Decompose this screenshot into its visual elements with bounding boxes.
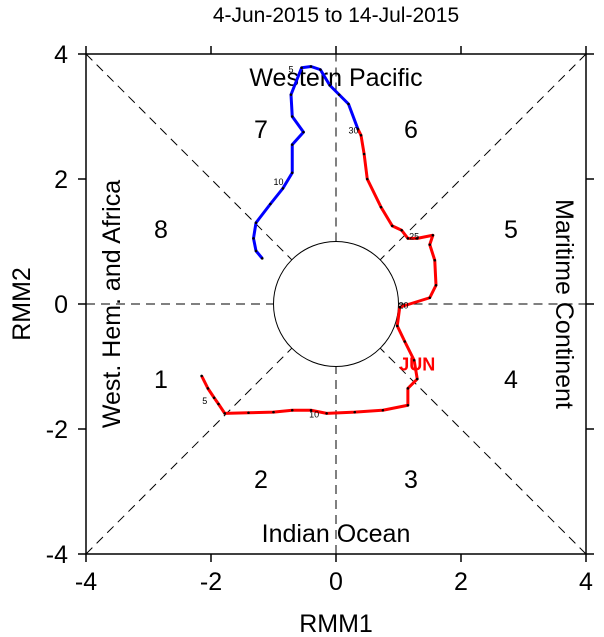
day-label: 5 — [288, 65, 293, 75]
unit-circle — [273, 241, 399, 367]
day-label: 5 — [202, 396, 207, 406]
series-point — [247, 411, 250, 415]
y-tick-label: -4 — [46, 541, 68, 569]
series-point — [356, 127, 360, 131]
series-point — [269, 202, 272, 206]
series-point — [347, 102, 350, 106]
series-point — [328, 83, 332, 87]
guide-line-0 — [85, 347, 293, 555]
series-point — [390, 224, 394, 228]
phase-number-1: 1 — [154, 366, 168, 394]
series-point — [400, 228, 403, 232]
series-point — [379, 205, 383, 209]
day-labels: 5 10 20 25 30 5 10 — [202, 65, 419, 420]
phase-number-7: 7 — [254, 116, 268, 144]
y-tick-label: 0 — [54, 291, 68, 319]
series-point — [206, 387, 210, 390]
y-tick-label: -2 — [46, 416, 68, 444]
series-point — [254, 221, 258, 225]
series-point — [415, 377, 419, 381]
day-label: 10 — [273, 177, 283, 187]
day-label: 30 — [348, 125, 358, 135]
axis-ticks: -4 -2 0 2 4 -4 -2 0 2 4 — [46, 41, 594, 596]
region-label-bottom: Indian Ocean — [262, 520, 411, 548]
series-point — [290, 408, 294, 412]
phase-numbers: 1 2 3 4 5 6 7 8 — [154, 116, 518, 494]
series-point — [406, 387, 410, 390]
day-label: 20 — [398, 300, 408, 310]
series-point — [362, 152, 366, 156]
x-axis-label: RMM1 — [299, 610, 373, 637]
series-point — [428, 243, 432, 246]
month-label: JUN — [399, 354, 435, 374]
series-point — [337, 93, 341, 96]
series-point — [223, 412, 227, 415]
region-label-right: Maritime Continent — [550, 199, 578, 409]
series-point — [395, 324, 399, 328]
y-tick-label: 4 — [54, 41, 68, 69]
series-point — [272, 410, 275, 414]
series-point — [302, 130, 305, 134]
series-line-1 — [252, 65, 360, 260]
series-point — [434, 283, 438, 287]
y-axis-label: RMM2 — [8, 267, 36, 341]
series-point — [200, 374, 203, 378]
series-point — [217, 402, 220, 406]
series-point — [290, 143, 294, 146]
series-point — [290, 115, 294, 118]
x-tick-label: 4 — [579, 568, 593, 596]
phase-number-8: 8 — [154, 216, 168, 244]
chart-title: 4-Jun-2015 to 14-Jul-2015 — [213, 4, 459, 27]
phase-number-4: 4 — [504, 366, 518, 394]
phase-number-3: 3 — [404, 466, 418, 494]
series-point — [353, 410, 357, 414]
series-point — [406, 237, 410, 240]
x-tick-label: 0 — [329, 568, 343, 596]
x-tick-label: -2 — [200, 568, 222, 596]
trajectory-series — [200, 65, 438, 415]
phase-number-6: 6 — [404, 116, 418, 144]
series-point — [309, 65, 313, 68]
series-point — [433, 258, 437, 262]
series-point — [254, 249, 258, 253]
guide-line-2 — [85, 53, 293, 261]
series-point — [290, 171, 294, 175]
series-point — [281, 187, 285, 190]
y-tick-label: 2 — [54, 166, 68, 194]
phase-number-5: 5 — [504, 216, 518, 244]
day-label: 10 — [309, 410, 319, 420]
guide-line-1 — [379, 53, 587, 261]
x-tick-label: -4 — [75, 568, 97, 596]
day-label: 25 — [409, 232, 419, 242]
region-label-left: West. Hem. and Africa — [98, 180, 126, 428]
series-point — [260, 257, 264, 260]
series-point — [431, 233, 435, 237]
series-point — [309, 408, 313, 412]
series-point — [252, 237, 255, 240]
series-point — [319, 68, 322, 71]
series-point — [428, 296, 432, 300]
series-point — [365, 177, 369, 181]
series-point — [289, 93, 293, 96]
x-tick-label: 2 — [454, 568, 468, 596]
phase-number-2: 2 — [254, 466, 268, 494]
series-point — [415, 237, 419, 240]
series-point — [406, 403, 410, 407]
series-point — [398, 305, 402, 309]
region-label-top: Western Pacific — [249, 64, 422, 92]
series-point — [412, 358, 416, 362]
series-point — [359, 133, 363, 137]
series-point — [300, 66, 303, 70]
series-point — [403, 340, 407, 343]
series-point — [325, 412, 328, 415]
series-point — [381, 408, 385, 412]
month-labels: JUN — [399, 354, 435, 374]
series-point — [212, 396, 216, 400]
